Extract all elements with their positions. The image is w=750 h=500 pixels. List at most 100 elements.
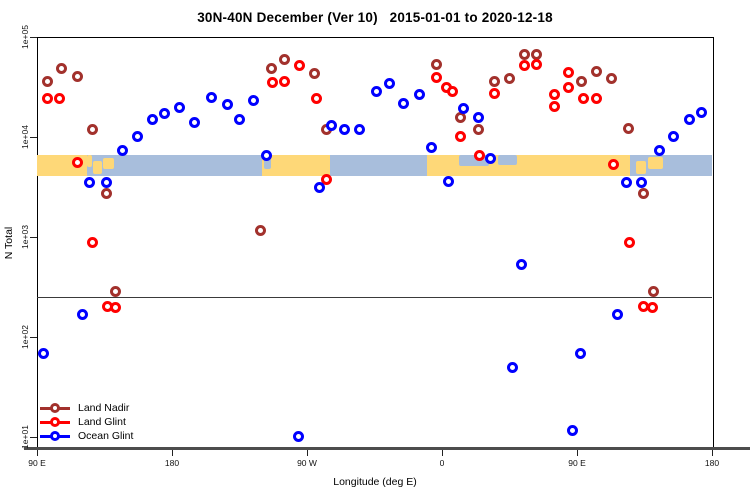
data-point-land-glint bbox=[591, 93, 602, 105]
map-band-land-segment bbox=[262, 155, 330, 177]
data-point-land-glint bbox=[549, 88, 560, 100]
data-point-ocean-glint bbox=[354, 124, 365, 136]
legend-label: Ocean Glint bbox=[78, 430, 134, 442]
data-point-land-nadir bbox=[489, 75, 500, 87]
data-point-land-nadir bbox=[472, 124, 484, 136]
data-point-ocean-glint bbox=[84, 177, 95, 189]
data-point-ocean-glint bbox=[567, 425, 578, 437]
y-tick-label: 1e+03 bbox=[20, 225, 30, 249]
data-point-land-glint bbox=[310, 92, 322, 104]
data-point-land-glint bbox=[454, 130, 466, 142]
data-point-land-glint bbox=[562, 81, 574, 93]
data-point-land-nadir bbox=[109, 285, 121, 297]
data-point-ocean-glint bbox=[174, 102, 185, 114]
legend-label: Land Nadir bbox=[78, 402, 130, 414]
data-point-land-nadir bbox=[42, 76, 53, 88]
map-band-land-patch bbox=[93, 161, 102, 175]
data-point-ocean-glint bbox=[247, 94, 259, 106]
plot-area bbox=[37, 37, 714, 449]
data-point-ocean-glint bbox=[414, 88, 425, 100]
data-point-ocean-glint bbox=[189, 116, 200, 128]
x-tick-mark bbox=[712, 450, 713, 456]
data-point-land-nadir bbox=[606, 72, 617, 84]
data-point-ocean-glint bbox=[426, 141, 437, 153]
data-point-ocean-glint bbox=[159, 108, 170, 120]
data-point-land-glint bbox=[447, 85, 458, 97]
map-band-ocean-segment bbox=[329, 155, 427, 177]
data-point-ocean-glint bbox=[636, 177, 647, 189]
land-nadir-marker-icon bbox=[40, 403, 70, 413]
data-point-ocean-glint bbox=[339, 123, 350, 135]
x-tick-label: 0 bbox=[439, 458, 445, 468]
x-tick-mark bbox=[577, 450, 578, 456]
data-point-ocean-glint bbox=[147, 114, 158, 126]
legend-item-land-glint: Land Glint bbox=[40, 415, 133, 429]
y-tick-mark bbox=[30, 336, 37, 338]
land-glint-marker-icon bbox=[40, 417, 70, 427]
data-point-land-glint bbox=[607, 159, 619, 171]
data-point-land-nadir bbox=[430, 58, 442, 70]
data-point-ocean-glint bbox=[442, 176, 454, 188]
data-point-land-nadir bbox=[309, 68, 320, 80]
map-band-ocean-patch bbox=[497, 155, 517, 165]
data-point-ocean-glint bbox=[325, 120, 337, 132]
y-tick-mark bbox=[30, 436, 37, 438]
data-point-land-nadir bbox=[279, 54, 290, 66]
map-band-ocean-segment bbox=[86, 155, 262, 177]
map-band-land-patch bbox=[103, 158, 114, 169]
data-point-land-glint bbox=[489, 87, 500, 99]
data-point-ocean-glint bbox=[117, 144, 128, 156]
y-tick-label: 1e+01 bbox=[20, 425, 30, 449]
x-tick-mark bbox=[442, 450, 443, 456]
data-point-land-glint bbox=[577, 92, 589, 104]
data-point-ocean-glint bbox=[621, 177, 632, 189]
map-band-land-patch bbox=[648, 157, 663, 169]
y-tick-mark bbox=[30, 236, 37, 238]
data-point-land-glint bbox=[109, 301, 121, 313]
data-point-land-nadir bbox=[255, 225, 266, 237]
x-tick-mark bbox=[172, 450, 173, 456]
data-point-ocean-glint bbox=[132, 130, 143, 142]
data-point-ocean-glint bbox=[457, 103, 469, 115]
data-point-ocean-glint bbox=[397, 98, 409, 110]
data-point-ocean-glint bbox=[222, 99, 233, 111]
data-point-land-nadir bbox=[576, 76, 587, 88]
x-axis-title: Longitude (deg E) bbox=[333, 476, 417, 488]
data-point-land-nadir bbox=[265, 63, 277, 75]
map-band-ocean-patch bbox=[264, 155, 271, 169]
data-point-land-glint bbox=[562, 67, 574, 79]
data-point-land-nadir bbox=[504, 72, 515, 84]
data-point-land-glint bbox=[531, 59, 542, 71]
y-tick-mark bbox=[30, 136, 37, 138]
y-tick-mark bbox=[30, 36, 37, 38]
data-point-land-glint bbox=[72, 157, 83, 169]
data-point-land-glint bbox=[430, 71, 442, 83]
data-point-ocean-glint bbox=[205, 91, 217, 103]
data-point-land-nadir bbox=[55, 63, 67, 75]
data-point-ocean-glint bbox=[574, 347, 586, 359]
data-point-land-nadir bbox=[637, 187, 649, 199]
map-band-land-patch bbox=[635, 161, 646, 175]
data-point-ocean-glint bbox=[612, 309, 623, 321]
data-point-ocean-glint bbox=[370, 86, 382, 98]
legend: Land Nadir Land Glint Ocean Glint bbox=[40, 401, 133, 443]
threshold-line bbox=[37, 297, 712, 299]
map-band-ocean-patch bbox=[458, 155, 489, 166]
data-point-land-glint bbox=[279, 76, 290, 88]
data-point-land-nadir bbox=[87, 123, 98, 135]
chart-title: 30N-40N December (Ver 10) 2015-01-01 to … bbox=[197, 10, 553, 25]
data-point-land-glint bbox=[267, 77, 278, 89]
data-point-ocean-glint bbox=[516, 258, 527, 270]
data-point-ocean-glint bbox=[472, 112, 484, 124]
data-point-ocean-glint bbox=[292, 430, 304, 442]
legend-item-land-nadir: Land Nadir bbox=[40, 401, 133, 415]
legend-item-ocean-glint: Ocean Glint bbox=[40, 429, 133, 443]
data-point-land-nadir bbox=[72, 70, 83, 82]
data-point-ocean-glint bbox=[234, 113, 245, 125]
y-tick-label: 1e+04 bbox=[20, 125, 30, 149]
data-point-ocean-glint bbox=[507, 361, 518, 373]
legend-label: Land Glint bbox=[78, 416, 126, 428]
data-point-land-nadir bbox=[531, 48, 542, 60]
data-point-land-glint bbox=[42, 93, 53, 105]
